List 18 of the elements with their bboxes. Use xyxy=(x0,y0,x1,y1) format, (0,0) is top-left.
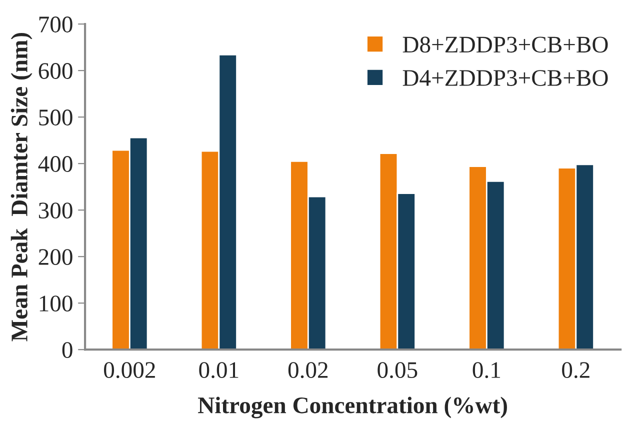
legend-label: D4+ZDDP3+CB+BO xyxy=(402,70,608,86)
legend-label: D8+ZDDP3+CB+BO xyxy=(402,36,608,53)
y-tick-label: 400 xyxy=(38,156,72,172)
y-tick-label: 600 xyxy=(38,63,72,79)
y-tick-label: 100 xyxy=(40,296,72,312)
x-tick-label: 0.02 xyxy=(288,362,328,378)
x-tick-label: 0.01 xyxy=(199,362,238,378)
x-axis-title: Nitrogen Concentration (%wt) xyxy=(198,396,507,418)
y-tick-label: 200 xyxy=(38,249,72,266)
x-tick-label: 0.1 xyxy=(472,362,500,378)
y-tick-label: 0 xyxy=(62,342,72,358)
y-axis-title: Mean Peak Diamter Size (nm) xyxy=(10,32,32,342)
x-tick-label: 0.002 xyxy=(104,362,155,378)
y-tick-label: 500 xyxy=(39,110,72,126)
x-tick-label: 0.05 xyxy=(378,362,418,378)
y-tick-label: 700 xyxy=(39,16,72,32)
x-tick-label: 0.2 xyxy=(562,362,590,378)
y-tick-label: 300 xyxy=(38,202,72,218)
